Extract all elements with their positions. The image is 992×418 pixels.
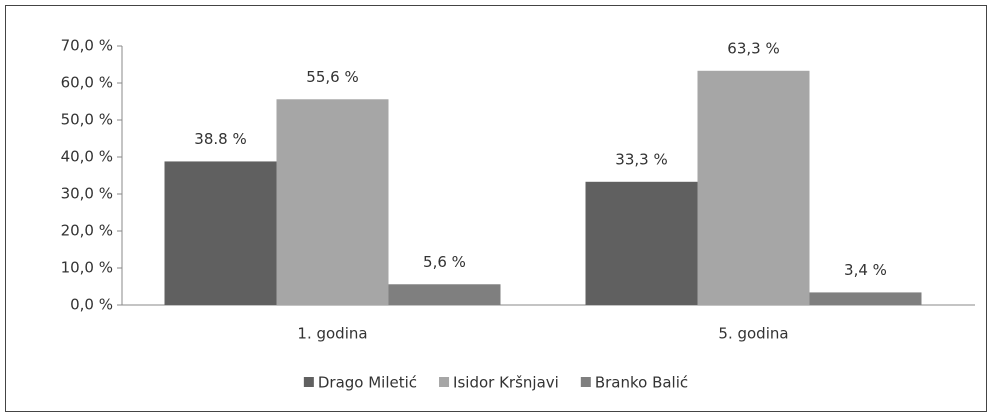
data-label: 38.8 % [194, 130, 246, 148]
data-label: 63,3 % [727, 39, 779, 57]
y-tick-label: 60,0 % [61, 74, 113, 92]
chart-border [5, 5, 987, 412]
legend-item: Branko Balić [580, 374, 688, 392]
legend-swatch [439, 377, 450, 387]
bar [164, 161, 277, 305]
y-tick-label: 50,0 % [61, 111, 113, 129]
bar [697, 70, 810, 305]
bar [585, 181, 698, 305]
y-tick-label: 10,0 % [61, 259, 113, 277]
y-tick-label: 70,0 % [61, 37, 113, 55]
y-tick-label: 20,0 % [61, 222, 113, 240]
data-label: 55,6 % [306, 68, 358, 86]
data-label: 33,3 % [615, 150, 667, 168]
y-tick-label: 0,0 % [70, 296, 113, 314]
legend-swatch [580, 377, 591, 387]
legend-item: Drago Miletić [303, 374, 417, 392]
legend-swatch [303, 377, 314, 387]
legend-label: Drago Miletić [318, 374, 417, 392]
x-tick-label: 5. godina [718, 325, 788, 343]
data-label: 3,4 % [844, 261, 887, 279]
y-tick-label: 30,0 % [61, 185, 113, 203]
x-tick-label: 1. godina [297, 325, 367, 343]
legend-label: Branko Balić [595, 374, 688, 392]
bar [809, 292, 922, 305]
legend-label: Isidor Kršnjavi [453, 374, 559, 392]
bar [388, 284, 501, 305]
y-tick-label: 40,0 % [61, 148, 113, 166]
bar [276, 99, 389, 305]
data-label: 5,6 % [423, 253, 466, 271]
legend-item: Isidor Kršnjavi [439, 374, 559, 392]
